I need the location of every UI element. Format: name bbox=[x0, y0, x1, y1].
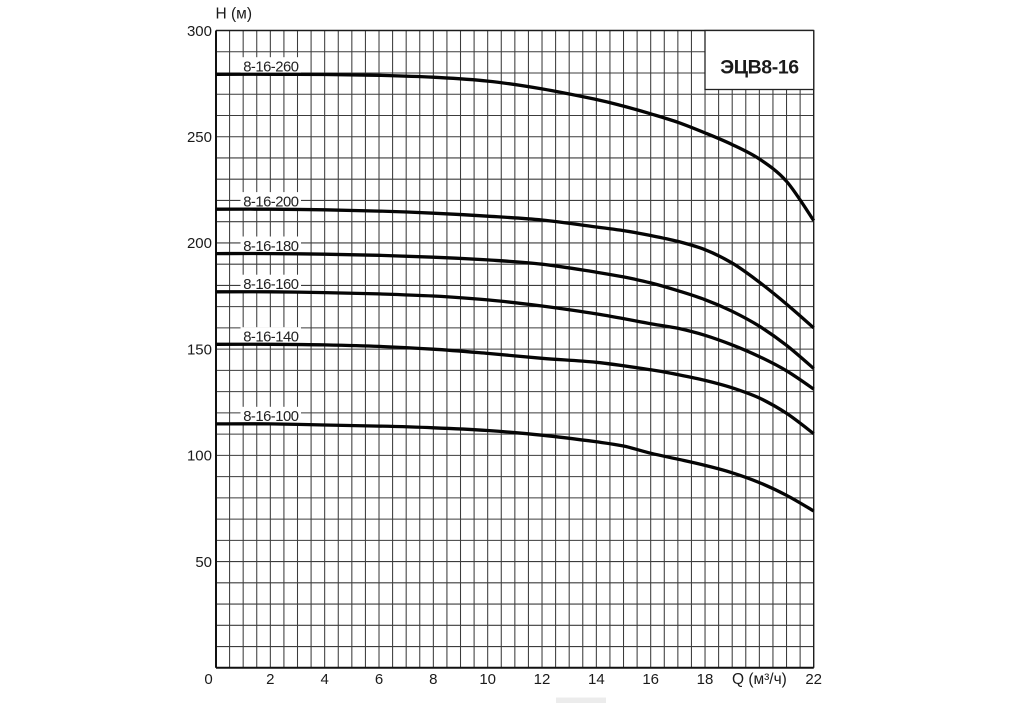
svg-text:8-16-200: 8-16-200 bbox=[243, 194, 299, 210]
svg-text:250: 250 bbox=[187, 129, 212, 146]
svg-text:4: 4 bbox=[321, 671, 329, 688]
svg-text:8-16-100: 8-16-100 bbox=[243, 409, 299, 425]
svg-text:Q (м³/ч): Q (м³/ч) bbox=[732, 671, 787, 688]
svg-text:6: 6 bbox=[375, 671, 383, 688]
svg-text:16: 16 bbox=[642, 671, 659, 688]
svg-text:300: 300 bbox=[187, 23, 212, 40]
svg-text:8-16-180: 8-16-180 bbox=[243, 239, 299, 255]
svg-text:18: 18 bbox=[697, 671, 714, 688]
svg-text:200: 200 bbox=[187, 235, 212, 252]
svg-text:8-16-160: 8-16-160 bbox=[243, 277, 299, 293]
svg-text:22: 22 bbox=[805, 671, 822, 688]
svg-text:H (м): H (м) bbox=[216, 6, 252, 23]
svg-text:14: 14 bbox=[588, 671, 605, 688]
svg-text:100: 100 bbox=[187, 448, 212, 465]
svg-text:12: 12 bbox=[534, 671, 551, 688]
svg-text:ЭЦВ8-16: ЭЦВ8-16 bbox=[720, 56, 799, 78]
svg-text:8: 8 bbox=[429, 671, 437, 688]
svg-text:2: 2 bbox=[266, 671, 274, 688]
svg-text:8-16-140: 8-16-140 bbox=[243, 330, 299, 346]
svg-text:50: 50 bbox=[195, 554, 212, 571]
svg-text:10: 10 bbox=[479, 671, 496, 688]
svg-text:8-16-260: 8-16-260 bbox=[243, 60, 299, 76]
svg-text:150: 150 bbox=[187, 342, 212, 359]
svg-text:0: 0 bbox=[204, 671, 212, 688]
